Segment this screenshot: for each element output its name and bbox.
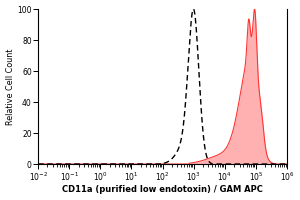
- X-axis label: CD11a (purified low endotoxin) / GAM APC: CD11a (purified low endotoxin) / GAM APC: [62, 185, 263, 194]
- Y-axis label: Relative Cell Count: Relative Cell Count: [6, 48, 15, 125]
